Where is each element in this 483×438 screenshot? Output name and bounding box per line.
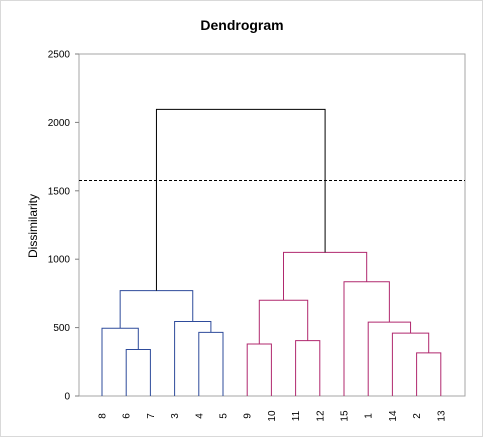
dendrogram-link: [246, 343, 272, 396]
x-leaf-label: 15: [340, 410, 351, 422]
x-leaf-label: 11: [291, 410, 302, 421]
y-tick-label: 500: [53, 323, 70, 334]
dendrogram-link: [119, 290, 194, 329]
plot-area: [78, 53, 466, 397]
x-leaf-label: 5: [219, 413, 230, 419]
x-leaf-label: 1: [364, 413, 375, 419]
dendrogram-link: [101, 327, 139, 396]
dendrogram-link: [125, 348, 151, 396]
dendrogram-link: [416, 352, 442, 396]
x-leaf-label: 2: [412, 413, 423, 419]
x-axis-leaf-labels: 8 6 7 3 4 5 9 10 11 12 15 1 14 2 13: [98, 410, 448, 422]
x-leaf-label: 14: [388, 410, 399, 422]
y-tick-label: 1500: [48, 186, 71, 197]
x-leaf-label: 3: [170, 413, 181, 419]
x-leaf-label: 9: [243, 413, 254, 419]
x-leaf-label: 4: [194, 413, 205, 419]
dendrogram-link: [258, 299, 309, 345]
dendrogram-link: [343, 281, 390, 396]
y-tick-label: 2000: [48, 118, 71, 129]
y-tick-label: 1000: [48, 255, 71, 266]
y-tick-label: 2500: [48, 50, 71, 61]
x-leaf-label: 6: [122, 413, 133, 419]
x-leaf-label: 7: [146, 413, 157, 419]
dendrogram-link: [198, 331, 224, 396]
chart-title: Dendrogram: [200, 17, 283, 33]
y-axis-title: Dissimilarity: [26, 194, 40, 258]
dendrogram-link: [391, 332, 430, 396]
x-leaf-label: 12: [315, 410, 326, 422]
dendrogram-link: [283, 251, 368, 301]
dendrogram-links: [101, 108, 442, 396]
dendrogram-link: [295, 340, 321, 396]
dendrogram-link: [155, 108, 326, 291]
y-tick-label: 0: [64, 392, 70, 403]
y-axis-ticks: 0 500 1000 1500 2000 2500: [48, 50, 79, 403]
x-leaf-label: 10: [267, 410, 278, 422]
x-leaf-label: 13: [436, 410, 447, 422]
x-leaf-label: 8: [98, 413, 109, 419]
